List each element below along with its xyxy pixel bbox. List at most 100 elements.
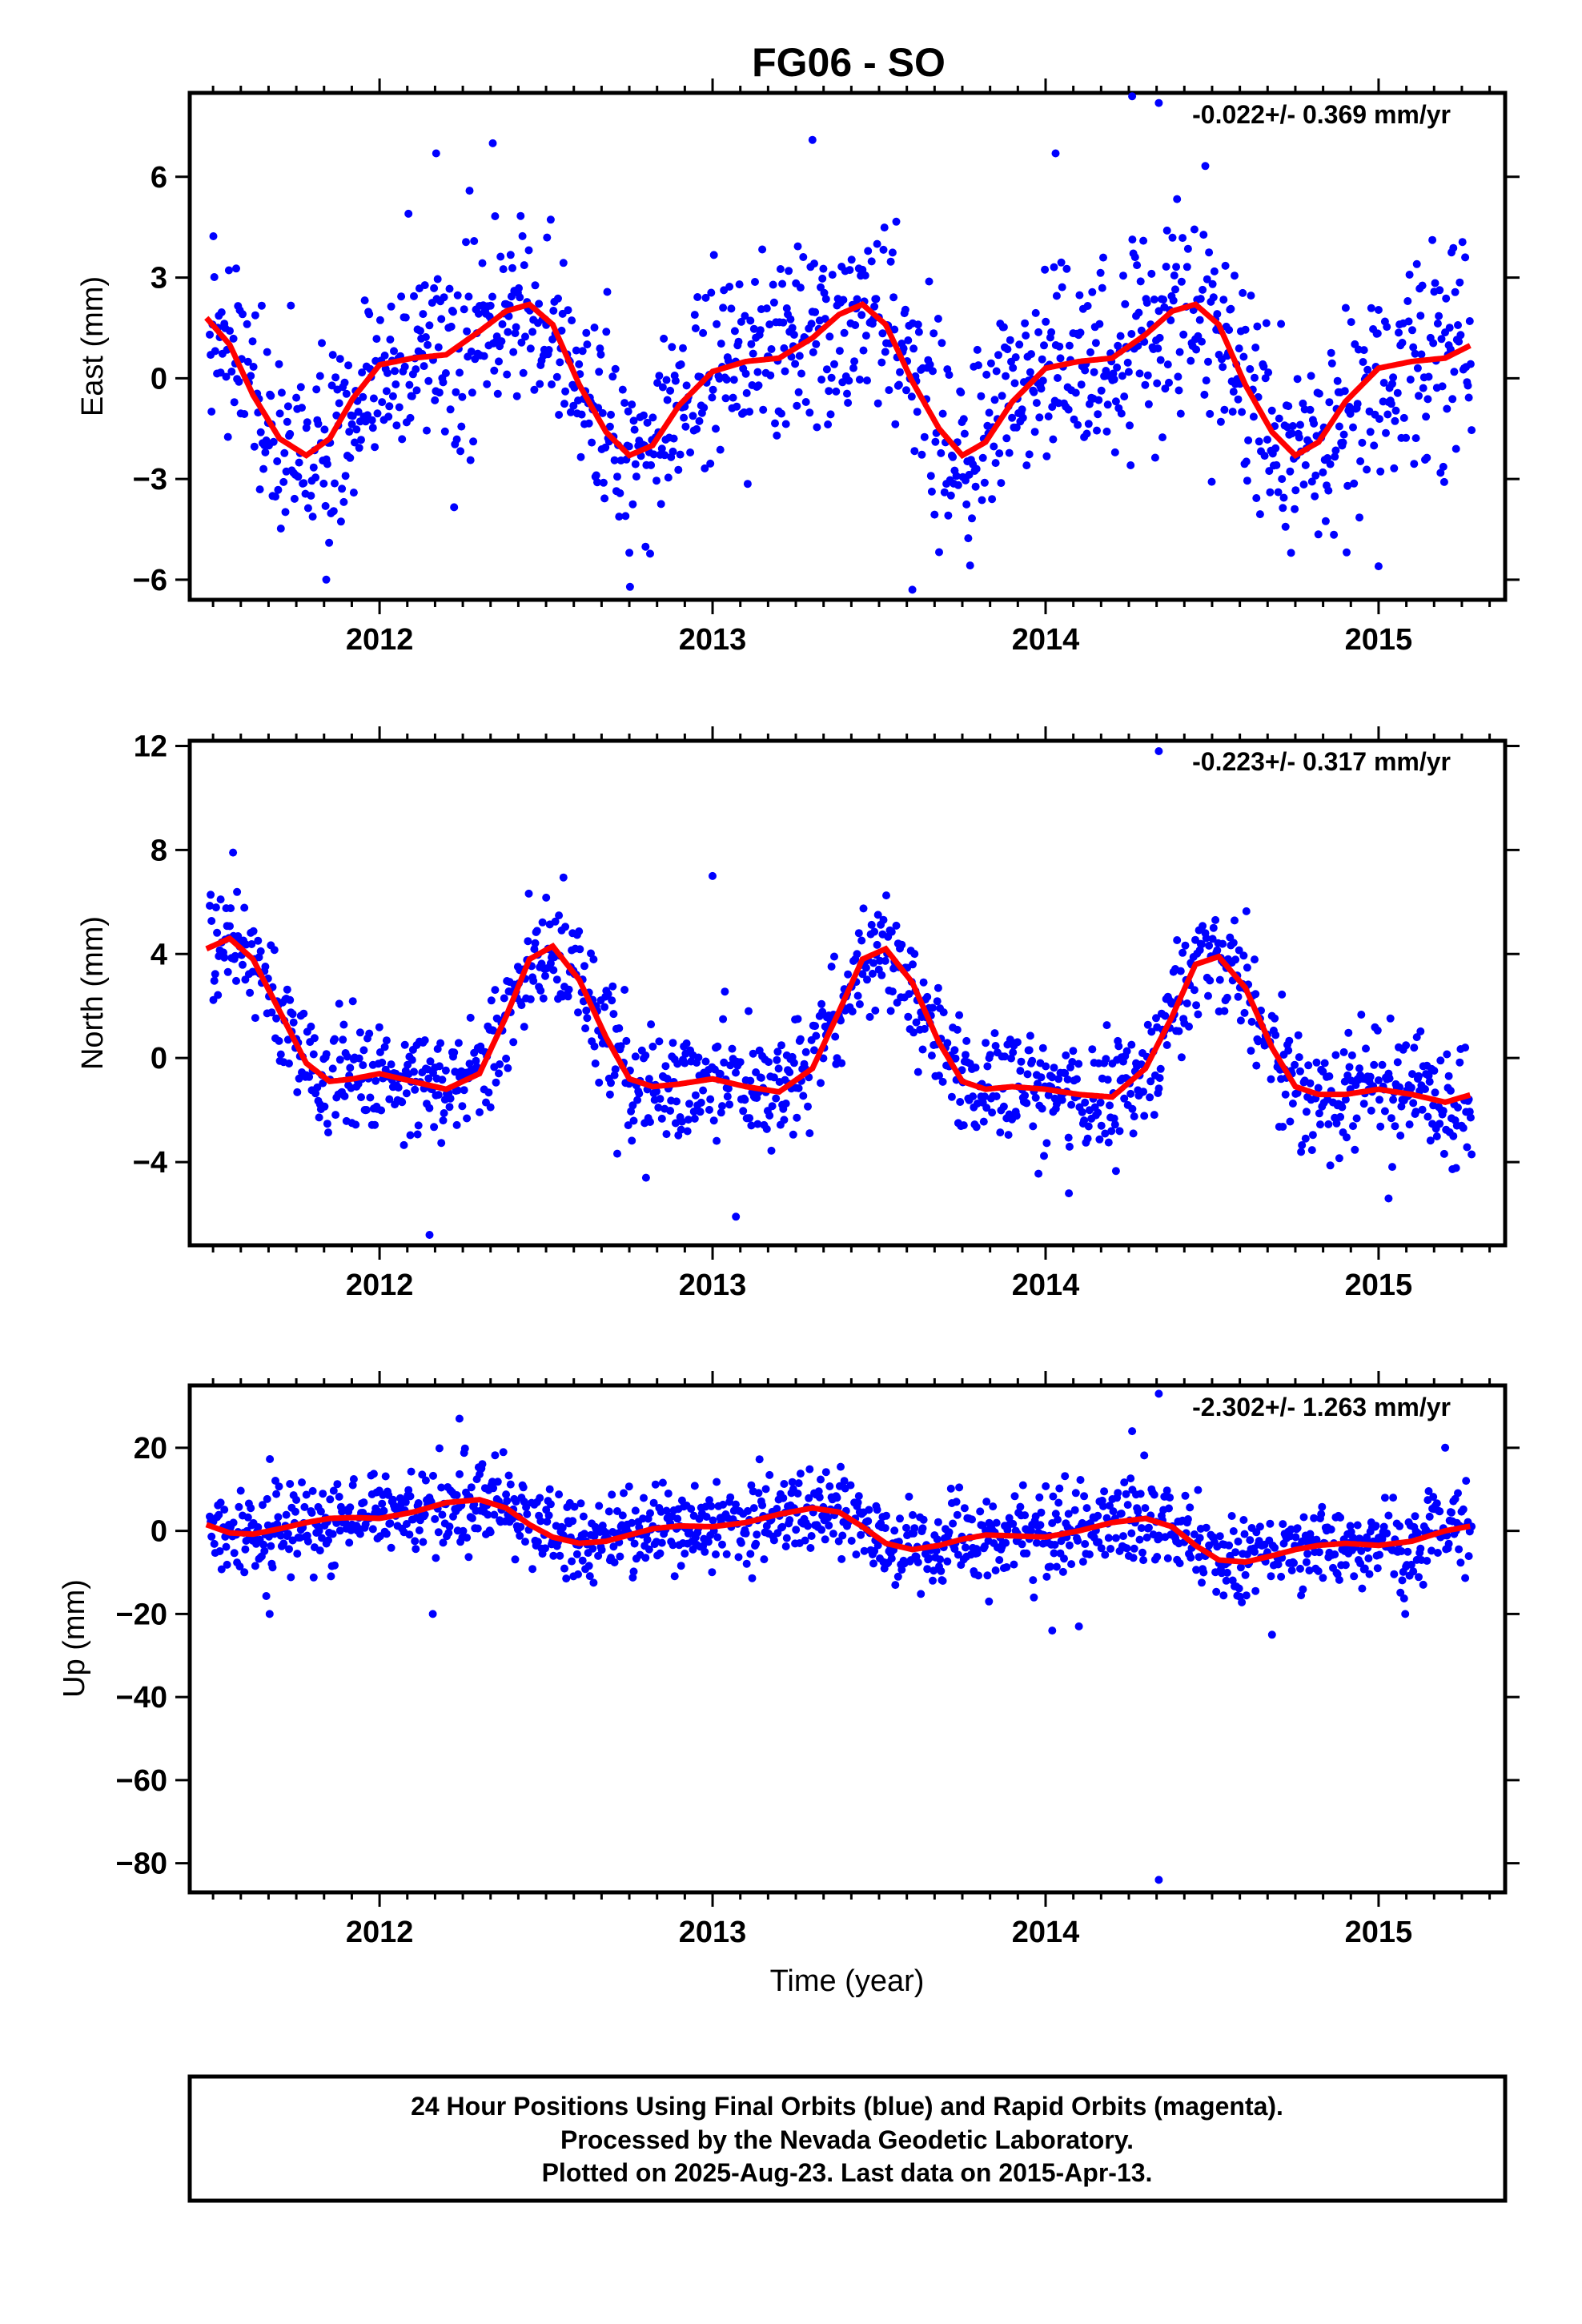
data-point bbox=[1267, 406, 1276, 415]
data-point bbox=[332, 411, 341, 420]
data-point bbox=[1152, 1014, 1160, 1023]
data-point bbox=[1386, 1014, 1395, 1023]
data-point bbox=[1391, 1122, 1399, 1131]
data-point bbox=[287, 1573, 295, 1582]
data-point bbox=[1437, 335, 1446, 344]
data-point bbox=[1150, 1111, 1158, 1120]
data-point bbox=[850, 357, 859, 366]
data-point bbox=[1064, 405, 1073, 414]
data-point bbox=[1078, 1558, 1087, 1566]
data-point bbox=[712, 424, 720, 433]
data-point bbox=[1179, 330, 1188, 339]
data-point bbox=[359, 1498, 368, 1507]
data-point bbox=[367, 416, 376, 424]
data-point bbox=[980, 1092, 989, 1101]
data-point bbox=[589, 955, 598, 963]
data-point bbox=[1278, 990, 1287, 999]
data-point bbox=[365, 1029, 374, 1038]
data-point bbox=[1219, 296, 1228, 304]
data-point bbox=[452, 388, 460, 396]
data-point bbox=[504, 328, 512, 336]
data-point bbox=[899, 344, 908, 353]
data-point bbox=[804, 1522, 812, 1530]
data-point bbox=[211, 903, 220, 912]
data-point bbox=[387, 1060, 396, 1069]
data-point bbox=[343, 1052, 351, 1061]
data-point bbox=[349, 1475, 358, 1483]
data-point bbox=[488, 292, 496, 301]
data-point bbox=[1065, 1541, 1074, 1550]
data-point bbox=[1124, 368, 1133, 376]
data-point bbox=[1314, 530, 1323, 539]
data-point bbox=[905, 990, 913, 999]
data-point bbox=[1207, 477, 1216, 486]
data-point bbox=[255, 485, 264, 494]
data-point bbox=[796, 283, 805, 292]
data-point bbox=[478, 259, 487, 267]
data-point bbox=[1029, 1122, 1038, 1131]
data-point bbox=[247, 372, 255, 380]
data-point bbox=[1211, 915, 1220, 924]
data-point bbox=[1154, 1084, 1163, 1093]
data-point bbox=[1111, 1167, 1120, 1176]
data-point bbox=[1454, 1489, 1462, 1498]
data-point bbox=[227, 904, 235, 913]
data-point bbox=[992, 1092, 1001, 1100]
data-point bbox=[1028, 1056, 1037, 1065]
data-point bbox=[286, 1480, 295, 1488]
data-point bbox=[1389, 1494, 1398, 1502]
data-point bbox=[819, 1054, 828, 1063]
data-point bbox=[536, 1494, 544, 1502]
data-point bbox=[1085, 1550, 1094, 1558]
data-point bbox=[1367, 1106, 1375, 1115]
data-point bbox=[429, 1471, 437, 1480]
data-point bbox=[880, 223, 889, 232]
data-point bbox=[1358, 438, 1367, 447]
data-point bbox=[1468, 1150, 1476, 1159]
data-point bbox=[339, 497, 348, 506]
data-point bbox=[892, 217, 901, 226]
data-point bbox=[1435, 286, 1444, 295]
data-point bbox=[1389, 1096, 1398, 1104]
data-point bbox=[257, 301, 266, 310]
data-point bbox=[695, 416, 704, 425]
data-point bbox=[1200, 390, 1209, 399]
data-point bbox=[691, 324, 700, 332]
data-point bbox=[504, 312, 513, 320]
data-point bbox=[329, 507, 338, 516]
data-point bbox=[628, 400, 636, 409]
data-point bbox=[747, 1121, 756, 1130]
data-point bbox=[1134, 308, 1143, 317]
data-point bbox=[1071, 388, 1080, 397]
data-point bbox=[1068, 1058, 1077, 1066]
data-point bbox=[1243, 476, 1251, 485]
data-point bbox=[991, 1042, 1000, 1050]
data-point bbox=[656, 1549, 665, 1558]
data-point bbox=[526, 995, 535, 1003]
data-point bbox=[1231, 955, 1240, 964]
data-point bbox=[1423, 395, 1432, 404]
data-point bbox=[1431, 279, 1439, 287]
data-point bbox=[881, 1524, 889, 1533]
data-point bbox=[531, 281, 540, 290]
data-point bbox=[863, 376, 871, 385]
data-point bbox=[1229, 939, 1238, 947]
data-point bbox=[1299, 480, 1308, 489]
data-point bbox=[1366, 1072, 1375, 1081]
data-point bbox=[727, 304, 736, 313]
data-point bbox=[982, 370, 991, 379]
data-point bbox=[305, 1072, 314, 1081]
data-point bbox=[939, 1008, 948, 1017]
data-point bbox=[476, 1108, 484, 1116]
data-point bbox=[1041, 265, 1050, 274]
data-point bbox=[466, 1013, 475, 1022]
data-point bbox=[1037, 384, 1046, 393]
data-point bbox=[700, 404, 709, 412]
data-point bbox=[882, 891, 890, 900]
data-point bbox=[789, 331, 798, 339]
data-point bbox=[1042, 1482, 1050, 1490]
data-point bbox=[227, 368, 236, 376]
data-point bbox=[709, 1116, 718, 1125]
data-point bbox=[1139, 1088, 1148, 1096]
data-point bbox=[624, 442, 633, 451]
